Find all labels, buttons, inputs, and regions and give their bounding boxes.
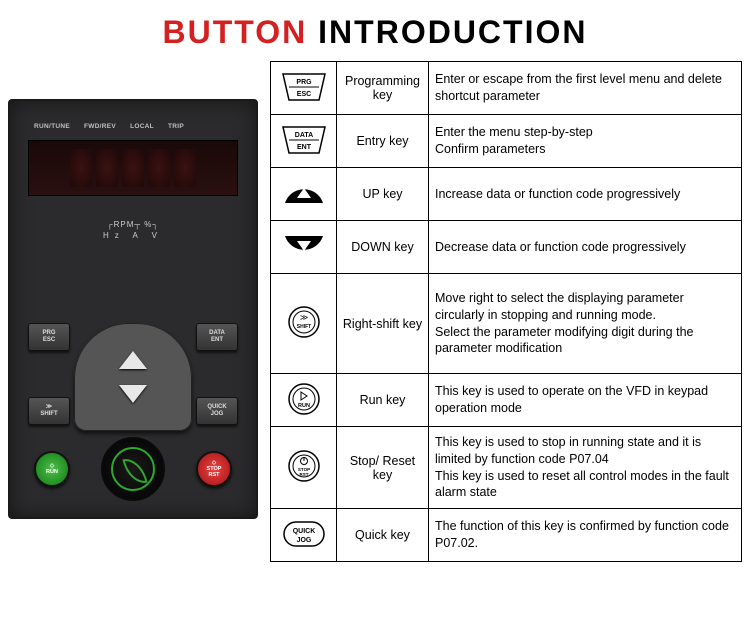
svg-text:≫: ≫ xyxy=(299,313,307,322)
data-ent-button[interactable]: DATA ENT xyxy=(196,323,238,351)
data-icon: DATA ENT xyxy=(271,115,337,168)
table-row: DATA ENT Entry keyEnter the menu step-by-s… xyxy=(271,115,742,168)
led-runtune: RUN/TUNE xyxy=(34,123,70,130)
button-table: PRG ESC Programming keyEnter or escape fro… xyxy=(270,61,742,562)
up-icon xyxy=(271,168,337,221)
table-row: PRG ESC Programming keyEnter or escape fro… xyxy=(271,62,742,115)
table-row: DOWN keyDecrease data or function code p… xyxy=(271,221,742,274)
key-desc: The function of this key is confirmed by… xyxy=(429,509,742,562)
down-button[interactable] xyxy=(119,385,147,403)
quick-jog-button[interactable]: QUICK JOG xyxy=(196,397,238,425)
key-desc: Increase data or function code progressi… xyxy=(429,168,742,221)
prg-esc-button[interactable]: PRG ESC xyxy=(28,323,70,351)
key-name: Stop/ Reset key xyxy=(337,427,429,509)
led-fwdrev: FWD/REV xyxy=(84,123,116,130)
key-name: Right-shift key xyxy=(337,274,429,374)
svg-text:RST: RST xyxy=(299,472,308,477)
stop-icon: STOPRST xyxy=(271,427,337,509)
key-name: Entry key xyxy=(337,115,429,168)
table-row: QUICK JOG Quick keyThe function of this ke… xyxy=(271,509,742,562)
prg-icon: PRG ESC xyxy=(271,62,337,115)
svg-text:JOG: JOG xyxy=(296,537,311,544)
key-desc: Decrease data or function code progressi… xyxy=(429,221,742,274)
svg-text:RUN: RUN xyxy=(298,403,310,409)
unit-labels: ┌RPM┬ %┐ Hz A V xyxy=(10,220,256,240)
table-row: ≫ SHIFT Right-shift keyMove right to selec… xyxy=(271,274,742,374)
page-title: BUTTON INTRODUCTION xyxy=(0,0,750,61)
table-row: UP keyIncrease data or function code pro… xyxy=(271,168,742,221)
eco-logo-icon xyxy=(101,437,165,501)
quick-icon: QUICK JOG xyxy=(271,509,337,562)
led-local: LOCAL xyxy=(130,123,154,130)
key-name: DOWN key xyxy=(337,221,429,274)
svg-text:SHIFT: SHIFT xyxy=(296,324,310,330)
svg-text:ENT: ENT xyxy=(297,144,312,151)
key-name: UP key xyxy=(337,168,429,221)
svg-text:PRG: PRG xyxy=(296,79,312,86)
down-icon xyxy=(271,221,337,274)
content-row: RUN/TUNE FWD/REV LOCAL TRIP ┌RPM┬ %┐ Hz … xyxy=(0,61,750,562)
run-icon: RUN xyxy=(271,374,337,427)
key-desc: This key is used to operate on the VFD i… xyxy=(429,374,742,427)
svg-text:DATA: DATA xyxy=(294,132,312,139)
stop-rst-button[interactable]: ◇ STOP RST xyxy=(196,451,232,487)
title-part2: INTRODUCTION xyxy=(318,14,587,50)
key-name: Programming key xyxy=(337,62,429,115)
led-row: RUN/TUNE FWD/REV LOCAL TRIP xyxy=(10,101,256,130)
segment-display xyxy=(28,140,238,196)
table-row: STOPRSTStop/ Reset keyThis key is used t… xyxy=(271,427,742,509)
key-desc: Enter the menu step-by-stepConfirm param… xyxy=(429,115,742,168)
key-desc: This key is used to stop in running stat… xyxy=(429,427,742,509)
svg-text:ESC: ESC xyxy=(296,91,310,98)
run-button[interactable]: ◇RUN xyxy=(34,451,70,487)
key-desc: Enter or escape from the first level men… xyxy=(429,62,742,115)
key-name: Quick key xyxy=(337,509,429,562)
key-desc: Move right to select the displaying para… xyxy=(429,274,742,374)
key-name: Run key xyxy=(337,374,429,427)
table-row: RUN Run keyThis key is used to operate on… xyxy=(271,374,742,427)
dpad xyxy=(74,323,192,431)
device-panel: RUN/TUNE FWD/REV LOCAL TRIP ┌RPM┬ %┐ Hz … xyxy=(8,99,258,519)
keypad: PRG ESC DATA ENT ≫SHIFT QUICK JO xyxy=(10,323,256,501)
up-button[interactable] xyxy=(119,351,147,369)
svg-text:QUICK: QUICK xyxy=(292,528,315,535)
shift-button[interactable]: ≫SHIFT xyxy=(28,397,70,425)
led-trip: TRIP xyxy=(168,123,184,130)
shift-icon: ≫ SHIFT xyxy=(271,274,337,374)
title-part1: BUTTON xyxy=(163,14,308,50)
